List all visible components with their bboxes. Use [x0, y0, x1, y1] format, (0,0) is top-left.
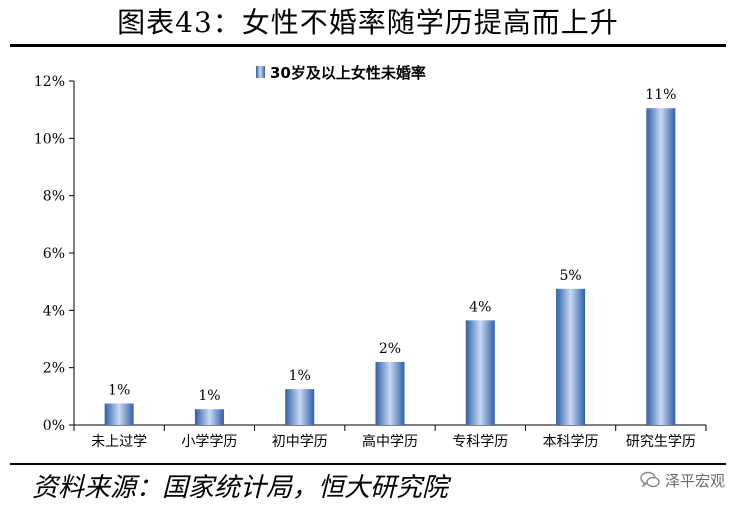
- bar-data-label: 1%: [108, 383, 130, 399]
- bar: [375, 361, 405, 425]
- x-category-label: 未上过学: [91, 434, 147, 450]
- wechat-icon: [640, 471, 660, 488]
- legend: 30岁及以上女性未婚率: [256, 64, 426, 82]
- source-divider: [10, 463, 726, 465]
- watermark-label: 泽平宏观: [665, 471, 726, 490]
- bar-data-label: 1%: [198, 388, 220, 404]
- y-tick-label: 2%: [43, 361, 65, 377]
- bar: [465, 320, 495, 425]
- bar-data-label: 5%: [559, 268, 581, 284]
- bar-data-label: 2%: [379, 341, 401, 357]
- bar-chart: 30岁及以上女性未婚率 0% 2% 4% 6% 8% 10% 12% 未上过学 小学学历 初中学历…: [34, 64, 707, 450]
- bar: [194, 409, 224, 425]
- x-category-label: 初中学历: [272, 433, 328, 450]
- bar: [104, 403, 134, 425]
- y-tick-label: 0%: [43, 418, 65, 434]
- page-title: 图表43：女性不婚率随学历提高而上升: [117, 6, 619, 39]
- x-category-label: 专科学历: [452, 434, 508, 450]
- y-tick-label: 6%: [43, 246, 65, 262]
- x-category-label: 小学学历: [181, 434, 237, 450]
- x-category-label: 本科学历: [543, 434, 599, 450]
- y-tick-label: 4%: [43, 303, 65, 319]
- y-tick-label: 10%: [34, 131, 65, 147]
- source-note: 资料来源：国家统计局，恒大研究院: [32, 473, 449, 503]
- bar-data-label: 4%: [469, 299, 491, 315]
- bar: [556, 288, 586, 425]
- bar-data-label: 1%: [289, 368, 311, 384]
- x-category-label: 高中学历: [362, 433, 418, 450]
- title-divider: [10, 44, 726, 47]
- watermark: 泽平宏观: [640, 468, 725, 492]
- bar: [646, 108, 676, 425]
- bar: [285, 389, 315, 425]
- x-category-label: 研究生学历: [626, 434, 696, 450]
- legend-swatch: [256, 66, 265, 78]
- y-tick-label: 8%: [43, 189, 65, 205]
- legend-label: 30岁及以上女性未婚率: [270, 64, 426, 82]
- y-tick-label: 12%: [34, 74, 65, 90]
- bar-data-label: 11%: [645, 87, 676, 103]
